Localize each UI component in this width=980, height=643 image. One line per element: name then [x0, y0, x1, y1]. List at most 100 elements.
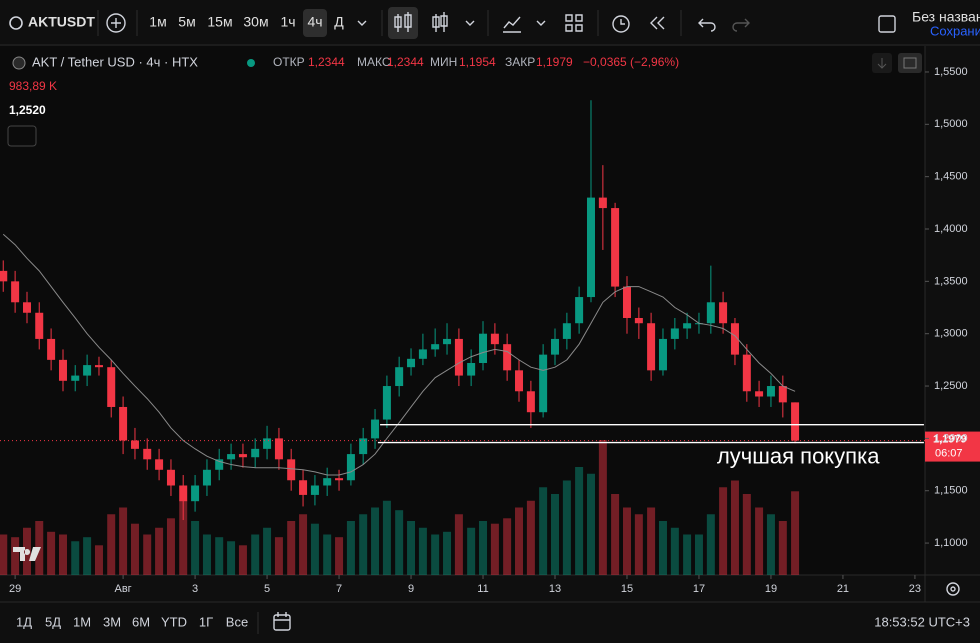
replay-icon[interactable]	[650, 16, 665, 30]
interval[interactable]: 4ч	[307, 14, 322, 30]
interval[interactable]: 1ч	[280, 14, 295, 30]
save-button[interactable]: Сохранить	[930, 23, 980, 38]
settings-icon[interactable]	[946, 582, 960, 596]
indicators-icon[interactable]	[503, 16, 521, 33]
legend-title[interactable]: AKT / Tether USD · 4ч · HTX	[32, 54, 198, 69]
layout-name[interactable]: Без назван	[912, 9, 980, 25]
candle-body	[479, 333, 488, 364]
market-status	[247, 59, 255, 67]
volume-bar	[371, 507, 380, 575]
range-button[interactable]: 1Д	[16, 614, 32, 629]
legend: AKT / Tether USD · 4ч · HTX ОТКР 1,2344 …	[7, 53, 922, 147]
range-button[interactable]: 6М	[132, 614, 150, 629]
symbol[interactable]: AKTUSDT	[28, 14, 95, 30]
candle-body	[490, 333, 499, 345]
alert-icon[interactable]	[612, 15, 630, 33]
volume-bar	[611, 494, 620, 575]
candle-body	[71, 375, 80, 381]
goto-date[interactable]	[273, 614, 291, 631]
bars-icon[interactable]	[432, 12, 448, 32]
clock[interactable]: 18:53:52 UTC+3	[874, 614, 970, 629]
y-tick-label: 1,2500	[934, 380, 968, 392]
undo-icon[interactable]	[698, 18, 716, 32]
volume-bar	[251, 534, 260, 575]
candle-body	[562, 323, 571, 339]
range-button[interactable]: Все	[226, 614, 248, 629]
range-button[interactable]: YTD	[161, 614, 187, 629]
interval[interactable]: 15м	[207, 14, 232, 30]
candle-body	[467, 363, 476, 376]
volume-bar	[658, 521, 667, 575]
volume-bar	[647, 507, 656, 575]
volume-bar	[683, 534, 692, 575]
candle-body	[215, 459, 224, 470]
candle-body	[310, 485, 319, 495]
y-tick-label: 1,4500	[934, 171, 968, 183]
range-button[interactable]: 1Г	[199, 614, 213, 629]
volume-bar	[418, 527, 427, 575]
last-price: 1,1979	[933, 433, 967, 445]
candle-body	[251, 448, 260, 458]
candle-body	[299, 480, 308, 495]
candle-body	[155, 459, 164, 470]
volume-bar	[107, 514, 116, 575]
candle-body	[575, 297, 584, 324]
candle-body	[274, 438, 283, 460]
volume-bar	[359, 514, 368, 575]
search-icon[interactable]	[9, 16, 23, 30]
x-tick-label: 5	[264, 583, 270, 595]
legend-collapse[interactable]	[7, 125, 37, 147]
candle-body	[719, 302, 728, 324]
add-symbol[interactable]	[106, 13, 126, 33]
range-button[interactable]: 1М	[73, 614, 91, 629]
candle-body	[418, 349, 427, 359]
candle-body	[11, 281, 20, 303]
volume-bar	[179, 500, 188, 575]
volume-bar	[382, 500, 391, 575]
indicators-menu[interactable]	[536, 20, 546, 26]
volume-bar	[407, 521, 416, 575]
legend-high-label: МАКС	[357, 55, 391, 69]
range-button[interactable]: 5Д	[45, 614, 61, 629]
chart-type-menu[interactable]	[465, 20, 475, 26]
range-button[interactable]: 3М	[103, 614, 121, 629]
x-tick-label: 17	[693, 583, 705, 595]
y-tick-label: 1,5000	[934, 118, 968, 130]
volume-bar	[274, 537, 283, 575]
candle-body	[227, 454, 236, 460]
candle-body	[658, 338, 667, 371]
candle-body	[58, 359, 67, 381]
maximize-icon	[903, 57, 917, 69]
x-tick-label: Авг	[114, 583, 131, 595]
volume-bar	[766, 514, 775, 575]
layout-icon[interactable]	[878, 15, 896, 33]
candle-body	[526, 391, 535, 413]
volume-bar	[467, 527, 476, 575]
interval[interactable]: 1м	[149, 14, 166, 30]
interval[interactable]: Д	[334, 14, 344, 30]
annotation: лучшая покупка	[717, 444, 880, 469]
volume-bar	[94, 545, 103, 575]
settings-icon-center	[950, 586, 956, 592]
chart-type-active[interactable]	[388, 7, 418, 39]
interval[interactable]: 5м	[178, 14, 195, 30]
x-tick-label: 23	[909, 583, 921, 595]
x-tick-label: 13	[549, 583, 561, 595]
chart-pane	[0, 46, 925, 575]
maximize-button[interactable]	[898, 53, 922, 73]
interval-menu[interactable]	[357, 20, 367, 26]
last-price-tag	[925, 431, 980, 462]
x-tick-label: 3	[192, 583, 198, 595]
interval[interactable]: 30м	[243, 14, 268, 30]
volume-bar	[166, 518, 175, 575]
legend-close: 1,1979	[536, 55, 573, 69]
moving-average	[2, 233, 796, 476]
candle-body	[647, 323, 656, 371]
redo-icon[interactable]	[732, 18, 750, 32]
x-tick-label: 11	[477, 583, 488, 595]
templates-icon[interactable]	[565, 14, 583, 32]
candle-body	[539, 354, 548, 413]
volume-bar	[11, 537, 20, 575]
volume-bar	[143, 534, 152, 575]
candle-body	[47, 338, 56, 360]
